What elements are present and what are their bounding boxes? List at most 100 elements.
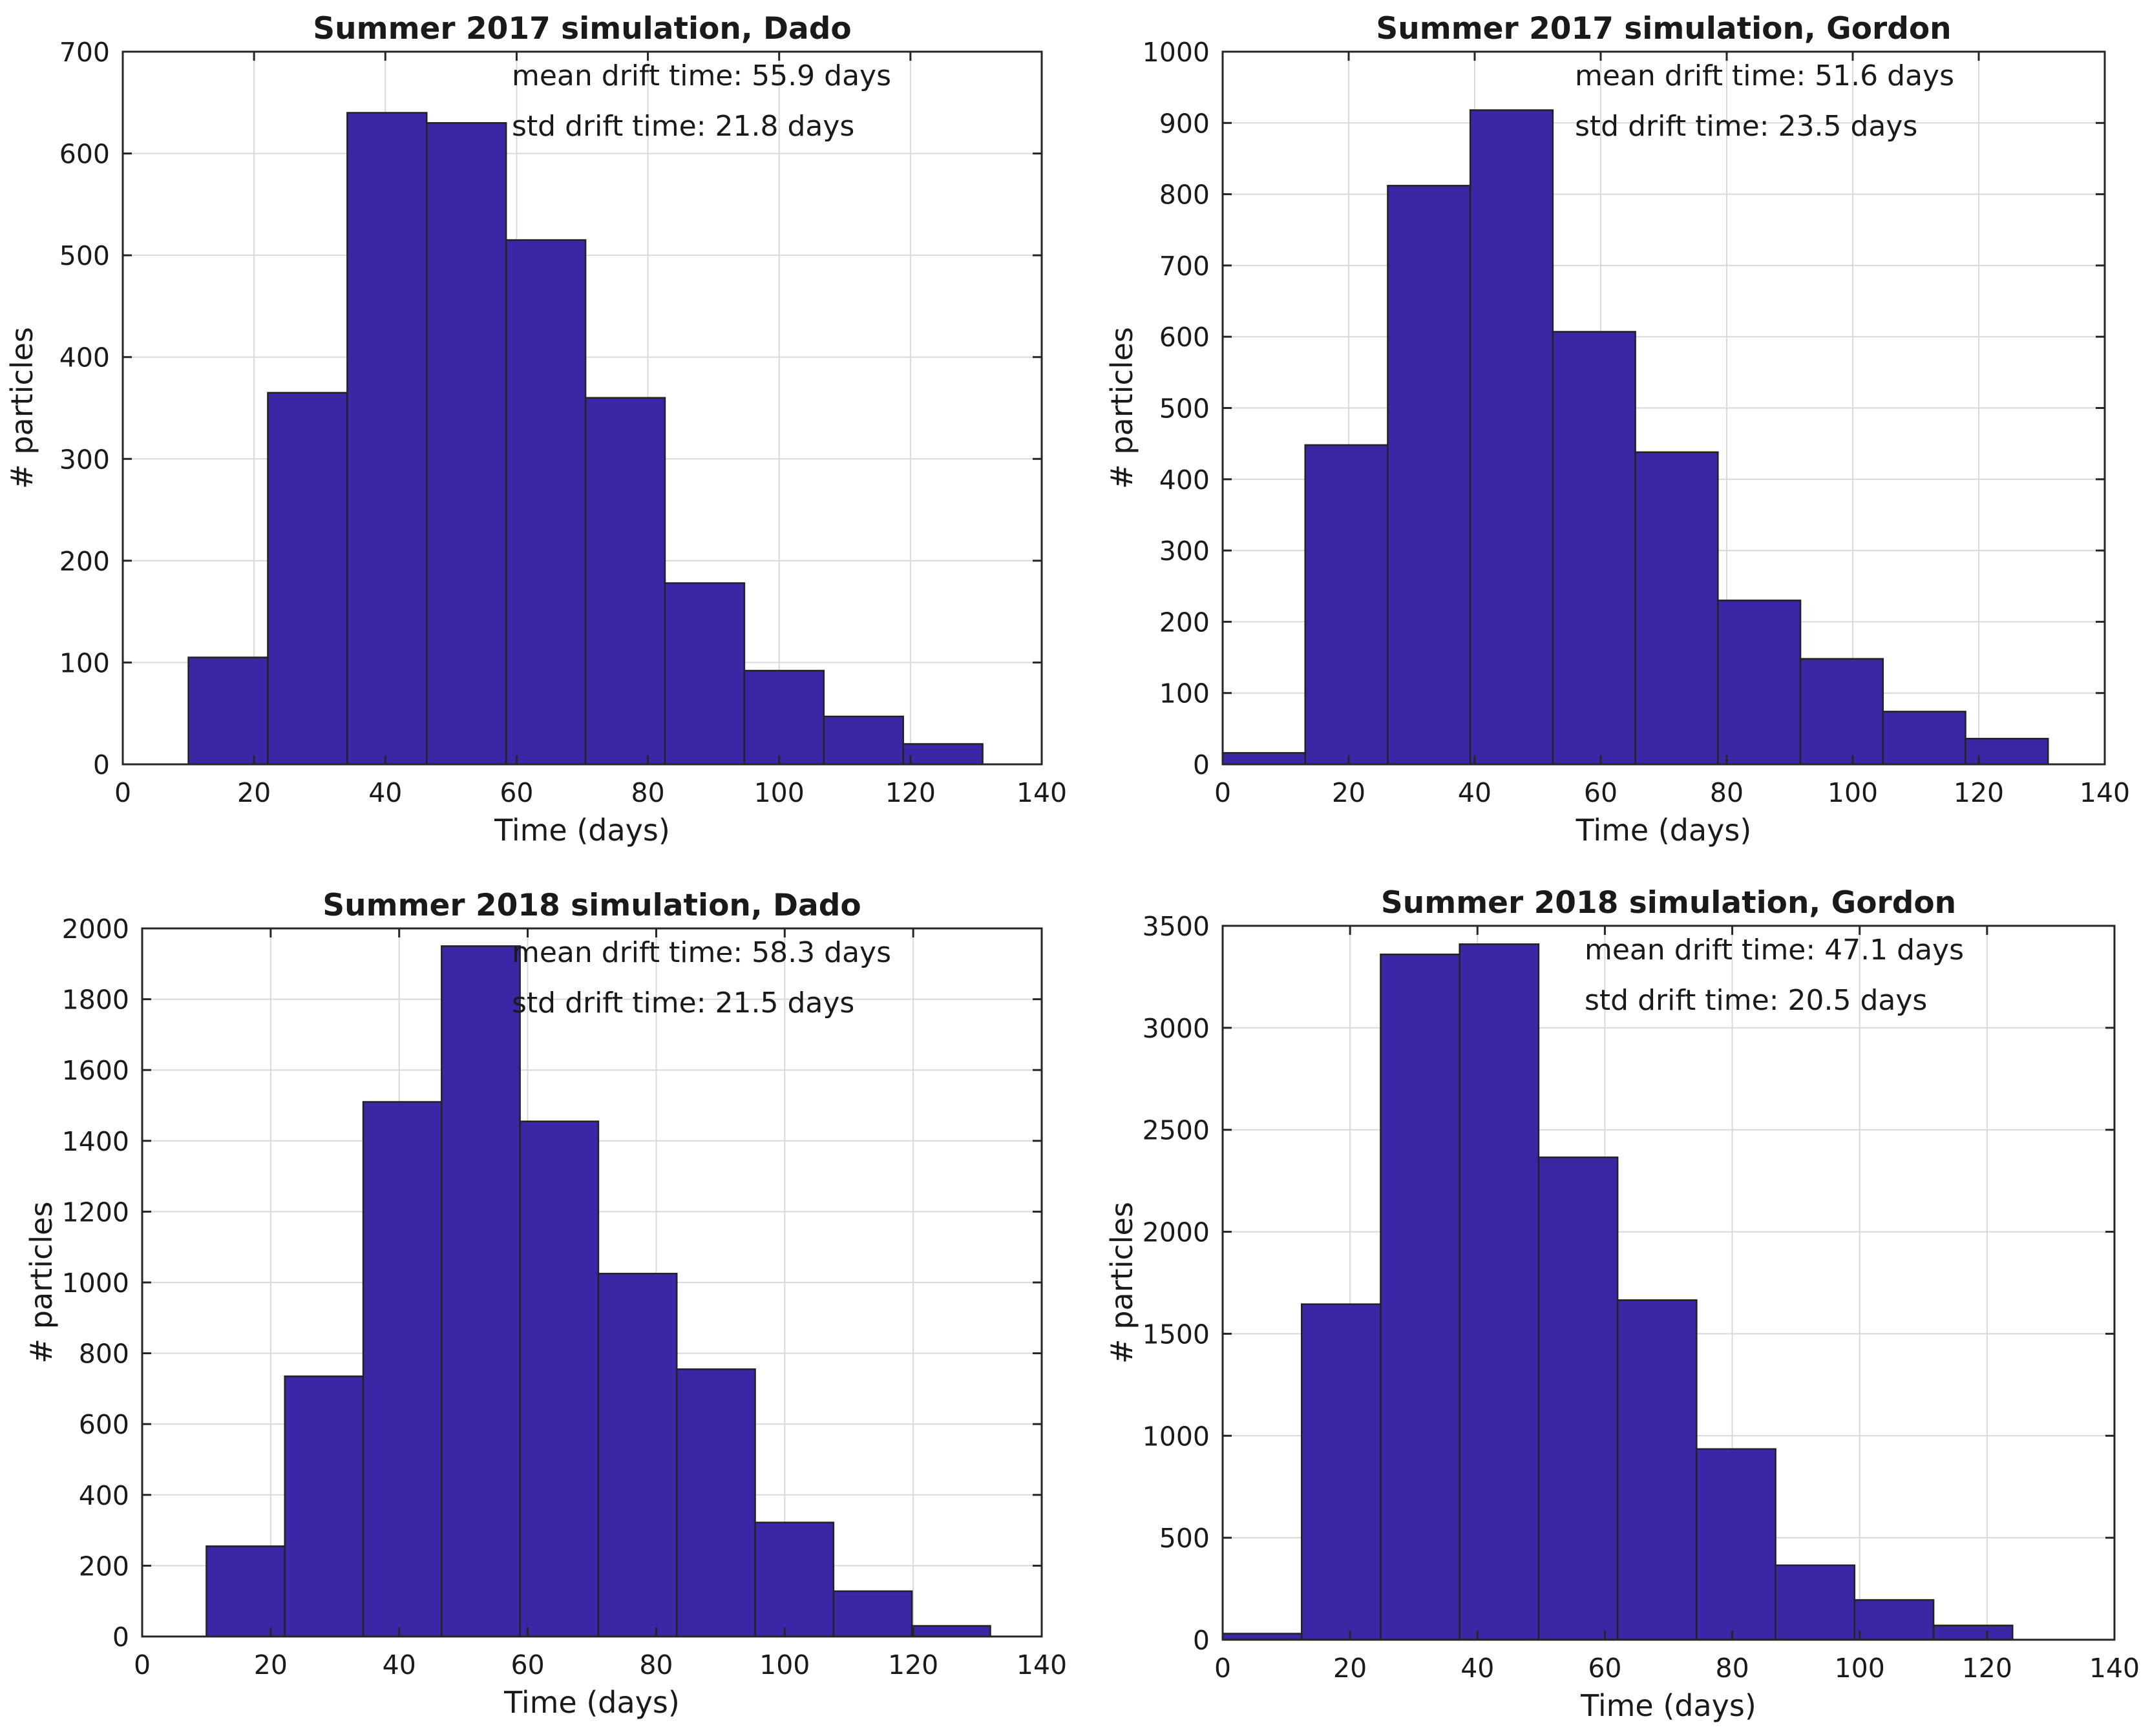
y-tick-label: 1400	[62, 1126, 129, 1157]
x-axis-label: Time (days)	[503, 1685, 680, 1720]
histogram-bar	[664, 582, 746, 766]
histogram-bar	[267, 392, 348, 766]
histogram-bar	[505, 239, 587, 766]
y-tick-label: 1200	[62, 1197, 129, 1228]
y-tick-label: 0	[1193, 1625, 1210, 1656]
x-tick-label: 60	[511, 1649, 544, 1680]
x-tick-label: 40	[1460, 1653, 1494, 1684]
histogram-panel-4: 0 20 40 60 80 100 120 140 0 500 1000 1500 2000 2500 30…	[1104, 885, 2140, 1723]
x-tick-label: 120	[1954, 777, 2004, 808]
y-tick-label: 700	[1159, 251, 1210, 282]
y-tick-label: 2500	[1143, 1115, 1210, 1146]
y-tick-label: 800	[79, 1339, 129, 1370]
histogram-bar	[441, 945, 521, 1638]
x-tick-label: 120	[1962, 1653, 2012, 1684]
x-tick-label: 80	[1715, 1653, 1749, 1684]
histogram-bar	[597, 1273, 678, 1638]
axes-frame	[1221, 925, 2116, 1641]
histogram-bar	[1387, 185, 1471, 766]
y-tick-label: 1800	[62, 985, 129, 1016]
mean-drift-annotation: mean drift time: 55.9 days	[512, 59, 891, 92]
x-tick-label: 20	[1332, 777, 1365, 808]
histogram-bar	[754, 1522, 835, 1638]
y-axis-label: # particles	[24, 1202, 59, 1364]
histogram-bar	[1616, 1299, 1698, 1641]
histogram-panel-1: 0 20 40 60 80 100 120 140 0 100 200 300 400 500 600 700…	[5, 11, 1067, 848]
x-tick-label: 20	[237, 777, 271, 808]
histogram-bar	[1775, 1564, 1856, 1641]
x-tick-label: 20	[1333, 1653, 1367, 1684]
x-tick-label: 0	[1214, 1653, 1231, 1684]
histogram-bar	[1552, 331, 1636, 766]
histogram-bar	[675, 1368, 756, 1638]
y-tick-label: 1600	[62, 1055, 129, 1086]
y-tick-label: 300	[59, 444, 110, 475]
histogram-bar	[1799, 658, 1884, 766]
y-tick-label: 3000	[1143, 1013, 1210, 1044]
x-tick-label: 40	[1458, 777, 1491, 808]
histogram-bar	[1537, 1156, 1619, 1641]
mean-drift-annotation: mean drift time: 51.6 days	[1575, 59, 1954, 92]
x-tick-label: 100	[1828, 777, 1878, 808]
histogram-bar	[1469, 109, 1554, 766]
y-tick-label: 700	[59, 37, 110, 68]
histogram-bar	[911, 1625, 991, 1638]
histogram-bar	[1221, 752, 1306, 766]
histogram-bar	[1717, 600, 1802, 766]
histogram-bar	[187, 656, 269, 766]
histogram-bar	[206, 1545, 286, 1638]
y-tick-label: 1500	[1143, 1319, 1210, 1350]
x-tick-label: 80	[1710, 777, 1744, 808]
y-tick-label: 200	[1159, 607, 1210, 638]
y-tick-label: 200	[59, 546, 110, 577]
histogram-bar	[832, 1590, 913, 1638]
y-tick-label: 3500	[1143, 911, 1210, 942]
std-drift-annotation: std drift time: 21.8 days	[512, 110, 854, 143]
y-tick-label: 400	[1159, 465, 1210, 496]
chart-title: Summer 2017 simulation, Dado	[313, 11, 851, 47]
histogram-bar	[519, 1120, 600, 1638]
histogram-panel-2: 0 20 40 60 80 100 120 140 0 100 200 300 400 500 600 700…	[1104, 11, 2130, 848]
y-tick-label: 0	[93, 749, 110, 780]
histogram-bar	[1304, 444, 1389, 766]
x-tick-label: 100	[1835, 1653, 1885, 1684]
histogram-bar	[284, 1375, 364, 1638]
x-tick-label: 100	[754, 777, 805, 808]
y-tick-label: 400	[79, 1480, 129, 1511]
mean-drift-annotation: mean drift time: 47.1 days	[1585, 934, 1964, 967]
histogram-bar	[1932, 1624, 2014, 1641]
y-tick-label: 800	[1159, 180, 1210, 211]
histogram-bar	[823, 715, 904, 766]
y-tick-label: 500	[59, 240, 110, 271]
y-tick-label: 0	[1193, 749, 1210, 780]
x-axis-label: Time (days)	[1576, 813, 1752, 848]
x-axis-label: Time (days)	[1580, 1688, 1756, 1723]
y-tick-label: 600	[79, 1409, 129, 1440]
x-tick-label: 140	[2089, 1653, 2140, 1684]
y-tick-label: 900	[1159, 108, 1210, 139]
histogram-bar	[1882, 711, 1966, 766]
x-tick-label: 80	[631, 777, 664, 808]
histogram-bar	[362, 1101, 443, 1638]
mean-drift-annotation: mean drift time: 58.3 days	[512, 936, 891, 969]
y-axis-label: # particles	[1104, 1202, 1139, 1364]
y-tick-label: 2000	[62, 914, 129, 945]
y-tick-label: 100	[1159, 678, 1210, 709]
x-tick-label: 120	[888, 1649, 938, 1680]
y-tick-label: 1000	[62, 1268, 129, 1299]
chart-title: Summer 2017 simulation, Gordon	[1376, 11, 1951, 47]
histogram-bar	[1459, 943, 1540, 1641]
y-tick-label: 500	[1159, 1523, 1210, 1554]
x-tick-label: 40	[383, 1649, 416, 1680]
x-tick-label: 140	[2080, 777, 2130, 808]
y-axis-label: # particles	[5, 327, 39, 489]
y-tick-label: 1000	[1143, 1421, 1210, 1452]
x-tick-label: 100	[759, 1649, 810, 1680]
histogram-bar	[743, 669, 825, 766]
y-tick-label: 1000	[1143, 37, 1210, 68]
histogram-bar	[1300, 1303, 1382, 1641]
x-tick-label: 0	[1214, 777, 1231, 808]
histogram-bar	[1634, 451, 1719, 766]
histogram-bar	[902, 743, 984, 766]
